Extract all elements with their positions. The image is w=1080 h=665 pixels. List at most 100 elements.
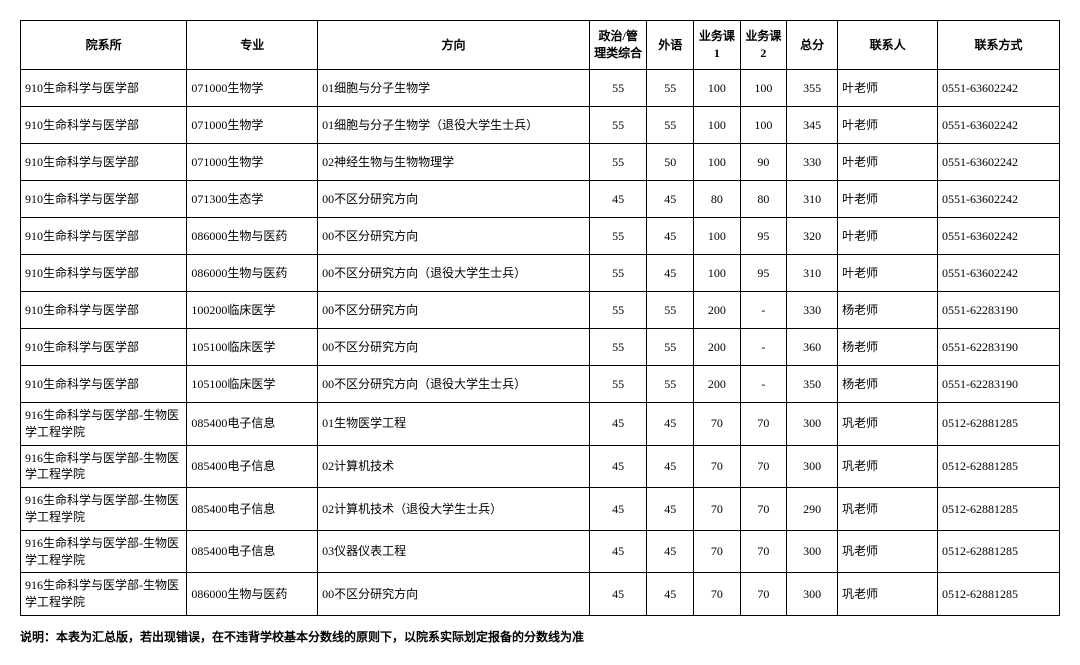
table-cell: 叶老师 xyxy=(838,107,938,144)
table-cell: 45 xyxy=(589,530,647,573)
table-cell: 02计算机技术 xyxy=(318,445,590,488)
table-cell: 310 xyxy=(787,255,838,292)
table-cell: 巩老师 xyxy=(838,573,938,616)
table-cell: 105100临床医学 xyxy=(187,366,318,403)
table-cell: 00不区分研究方向（退役大学生士兵） xyxy=(318,366,590,403)
table-cell: 45 xyxy=(647,255,694,292)
table-cell: 45 xyxy=(647,488,694,531)
table-cell: 90 xyxy=(740,144,787,181)
table-row: 910生命科学与医学部086000生物与医药00不区分研究方向554510095… xyxy=(21,218,1060,255)
table-row: 910生命科学与医学部071300生态学00不区分研究方向45458080310… xyxy=(21,181,1060,218)
table-cell: 70 xyxy=(740,445,787,488)
table-cell: 00不区分研究方向 xyxy=(318,181,590,218)
table-cell: 01细胞与分子生物学 xyxy=(318,70,590,107)
table-cell: 00不区分研究方向（退役大学生士兵） xyxy=(318,255,590,292)
table-cell: 350 xyxy=(787,366,838,403)
table-cell: 100 xyxy=(694,107,741,144)
col-dir: 方向 xyxy=(318,21,590,70)
table-cell: 0551-63602242 xyxy=(937,255,1059,292)
table-cell: 330 xyxy=(787,144,838,181)
table-cell: 910生命科学与医学部 xyxy=(21,144,187,181)
table-cell: 0512-62881285 xyxy=(937,573,1059,616)
table-cell: 45 xyxy=(647,181,694,218)
table-row: 916生命科学与医学部-生物医学工程学院085400电子信息02计算机技术454… xyxy=(21,445,1060,488)
col-dept: 院系所 xyxy=(21,21,187,70)
table-cell: 0512-62881285 xyxy=(937,488,1059,531)
table-row: 910生命科学与医学部086000生物与医药00不区分研究方向（退役大学生士兵）… xyxy=(21,255,1060,292)
table-cell: 310 xyxy=(787,181,838,218)
table-cell: 910生命科学与医学部 xyxy=(21,218,187,255)
table-cell: 55 xyxy=(589,70,647,107)
table-cell: 00不区分研究方向 xyxy=(318,218,590,255)
table-cell: 0551-62283190 xyxy=(937,366,1059,403)
table-cell: 0551-62283190 xyxy=(937,292,1059,329)
table-cell: 95 xyxy=(740,218,787,255)
table-cell: 085400电子信息 xyxy=(187,445,318,488)
table-cell: 100 xyxy=(694,218,741,255)
table-cell: 00不区分研究方向 xyxy=(318,329,590,366)
table-cell: 70 xyxy=(740,573,787,616)
table-cell: 0512-62881285 xyxy=(937,403,1059,446)
table-cell: 0551-63602242 xyxy=(937,144,1059,181)
table-cell: 80 xyxy=(694,181,741,218)
table-cell: 45 xyxy=(647,530,694,573)
table-cell: 55 xyxy=(589,255,647,292)
table-cell: 杨老师 xyxy=(838,366,938,403)
table-cell: 45 xyxy=(589,403,647,446)
table-cell: 086000生物与医药 xyxy=(187,255,318,292)
table-cell: 100 xyxy=(740,70,787,107)
table-cell: 0512-62881285 xyxy=(937,530,1059,573)
table-cell: 916生命科学与医学部-生物医学工程学院 xyxy=(21,445,187,488)
table-cell: 0551-62283190 xyxy=(937,329,1059,366)
table-cell: 02计算机技术（退役大学生士兵） xyxy=(318,488,590,531)
table-cell: 300 xyxy=(787,445,838,488)
table-cell: 100 xyxy=(694,144,741,181)
table-cell: 80 xyxy=(740,181,787,218)
table-row: 910生命科学与医学部100200临床医学00不区分研究方向5555200-33… xyxy=(21,292,1060,329)
header-row: 院系所 专业 方向 政治/管理类综合 外语 业务课1 业务课2 总分 联系人 联… xyxy=(21,21,1060,70)
table-cell: 345 xyxy=(787,107,838,144)
table-cell: - xyxy=(740,292,787,329)
table-cell: 55 xyxy=(589,144,647,181)
table-cell: 085400电子信息 xyxy=(187,488,318,531)
table-cell: 03仪器仪表工程 xyxy=(318,530,590,573)
table-cell: 100 xyxy=(694,70,741,107)
table-cell: 50 xyxy=(647,144,694,181)
col-politics: 政治/管理类综合 xyxy=(589,21,647,70)
table-cell: 300 xyxy=(787,530,838,573)
table-cell: 360 xyxy=(787,329,838,366)
table-cell: 320 xyxy=(787,218,838,255)
table-cell: 071000生物学 xyxy=(187,70,318,107)
table-cell: 071000生物学 xyxy=(187,144,318,181)
table-cell: 55 xyxy=(589,329,647,366)
table-cell: 70 xyxy=(740,530,787,573)
table-cell: - xyxy=(740,366,787,403)
score-table: 院系所 专业 方向 政治/管理类综合 外语 业务课1 业务课2 总分 联系人 联… xyxy=(20,20,1060,616)
col-contact: 联系人 xyxy=(838,21,938,70)
table-row: 916生命科学与医学部-生物医学工程学院085400电子信息01生物医学工程45… xyxy=(21,403,1060,446)
table-cell: 95 xyxy=(740,255,787,292)
table-cell: 70 xyxy=(694,488,741,531)
table-cell: 910生命科学与医学部 xyxy=(21,366,187,403)
table-cell: 55 xyxy=(589,218,647,255)
table-row: 916生命科学与医学部-生物医学工程学院085400电子信息02计算机技术（退役… xyxy=(21,488,1060,531)
table-cell: 071300生态学 xyxy=(187,181,318,218)
table-cell: 0551-63602242 xyxy=(937,181,1059,218)
table-cell: 叶老师 xyxy=(838,218,938,255)
table-cell: 0512-62881285 xyxy=(937,445,1059,488)
table-cell: 55 xyxy=(589,107,647,144)
table-cell: 叶老师 xyxy=(838,181,938,218)
table-cell: 00不区分研究方向 xyxy=(318,573,590,616)
table-row: 910生命科学与医学部071000生物学01细胞与分子生物学5555100100… xyxy=(21,70,1060,107)
table-cell: 01细胞与分子生物学（退役大学生士兵） xyxy=(318,107,590,144)
table-cell: 330 xyxy=(787,292,838,329)
table-cell: 01生物医学工程 xyxy=(318,403,590,446)
table-cell: 55 xyxy=(647,70,694,107)
table-cell: 巩老师 xyxy=(838,488,938,531)
table-cell: 916生命科学与医学部-生物医学工程学院 xyxy=(21,573,187,616)
table-cell: 085400电子信息 xyxy=(187,403,318,446)
table-row: 916生命科学与医学部-生物医学工程学院086000生物与医药00不区分研究方向… xyxy=(21,573,1060,616)
table-cell: 70 xyxy=(694,445,741,488)
table-cell: 910生命科学与医学部 xyxy=(21,255,187,292)
table-cell: 70 xyxy=(694,403,741,446)
